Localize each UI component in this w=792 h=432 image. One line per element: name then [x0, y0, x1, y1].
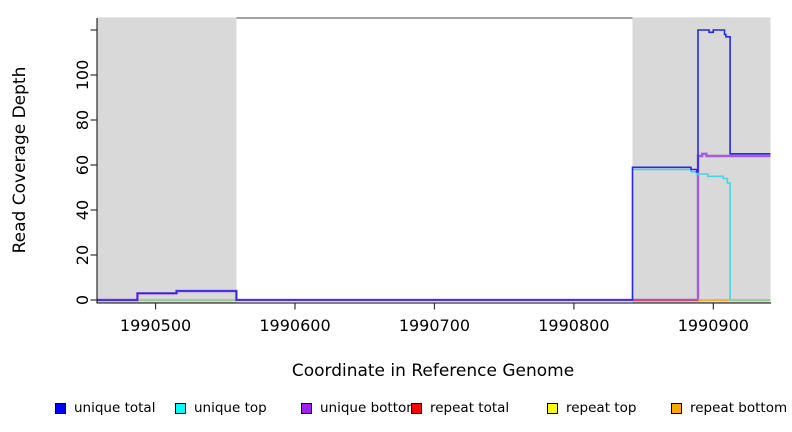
legend-item-repeat-bottom: repeat bottom — [671, 399, 787, 417]
unique-top-swatch-icon — [175, 402, 186, 414]
x-tick-label: 1990700 — [399, 316, 470, 335]
legend-item-repeat-total: repeat total — [411, 399, 509, 417]
legend-label: unique bottom — [320, 400, 420, 416]
legend-label: unique top — [194, 400, 267, 416]
legend-label: unique total — [74, 400, 156, 416]
series-unique-total — [97, 29, 771, 301]
y-axis-title: Read Coverage Depth — [10, 66, 30, 254]
shaded-region-right — [632, 17, 771, 303]
unique-bottom-swatch-icon — [301, 402, 312, 414]
legend-label: repeat total — [430, 400, 510, 416]
legend-item-unique-total: unique total — [55, 399, 155, 417]
repeat-top-swatch-icon — [547, 402, 558, 414]
repeat-bottom-swatch-icon — [671, 402, 682, 414]
y-tick-label: 100 — [73, 60, 92, 91]
y-tick-label: 80 — [73, 110, 92, 130]
series-unique-top — [632, 168, 731, 300]
legend-label: repeat top — [566, 400, 637, 416]
legend-item-unique-top: unique top — [175, 399, 267, 417]
x-tick-label: 1990600 — [259, 316, 330, 335]
x-axis-title: Coordinate in Reference Genome — [291, 361, 575, 381]
repeat-total-swatch-icon — [411, 402, 422, 414]
x-tick-label: 1990500 — [120, 316, 191, 335]
y-tick-label: 20 — [73, 245, 92, 265]
legend-label: repeat bottom — [690, 400, 788, 416]
shaded-region-left — [97, 17, 237, 303]
legend-item-unique-bottom: unique bottom — [301, 399, 419, 417]
unique-total-swatch-icon — [55, 402, 66, 414]
legend-item-repeat-top: repeat top — [547, 399, 636, 417]
y-tick-label: 60 — [73, 155, 92, 175]
x-tick-label: 1990900 — [678, 316, 749, 335]
legend: unique total unique top unique bottom re… — [0, 399, 792, 423]
y-tick-label: 0 — [73, 295, 92, 305]
y-tick-label: 40 — [73, 200, 92, 220]
x-tick-label: 1990800 — [538, 316, 609, 335]
